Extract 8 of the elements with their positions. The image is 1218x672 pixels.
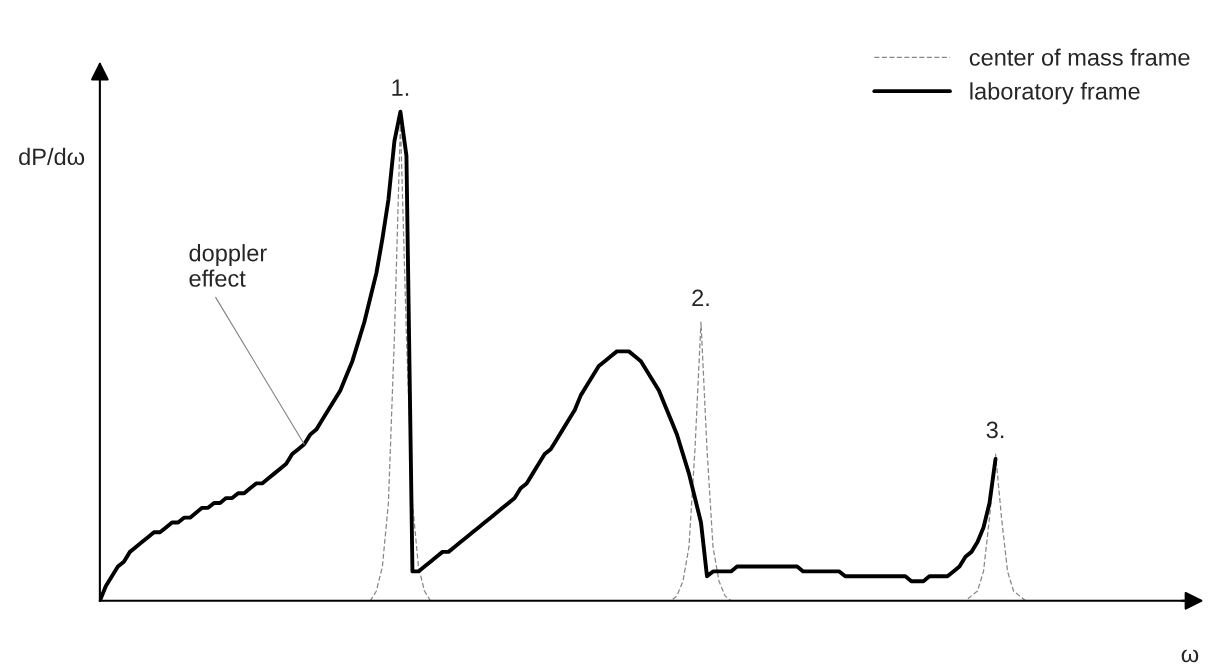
y-axis-title: dP/dω [19, 147, 85, 166]
annotation: doppler effect [189, 244, 267, 287]
legend-label: center of mass frame [969, 48, 1190, 66]
text: 1. [392, 79, 409, 96]
annotation: 3. [986, 421, 1004, 439]
annotation: 2. [692, 289, 709, 307]
text: ω [1181, 649, 1199, 663]
legend-label: laboratory frame [970, 82, 1140, 105]
